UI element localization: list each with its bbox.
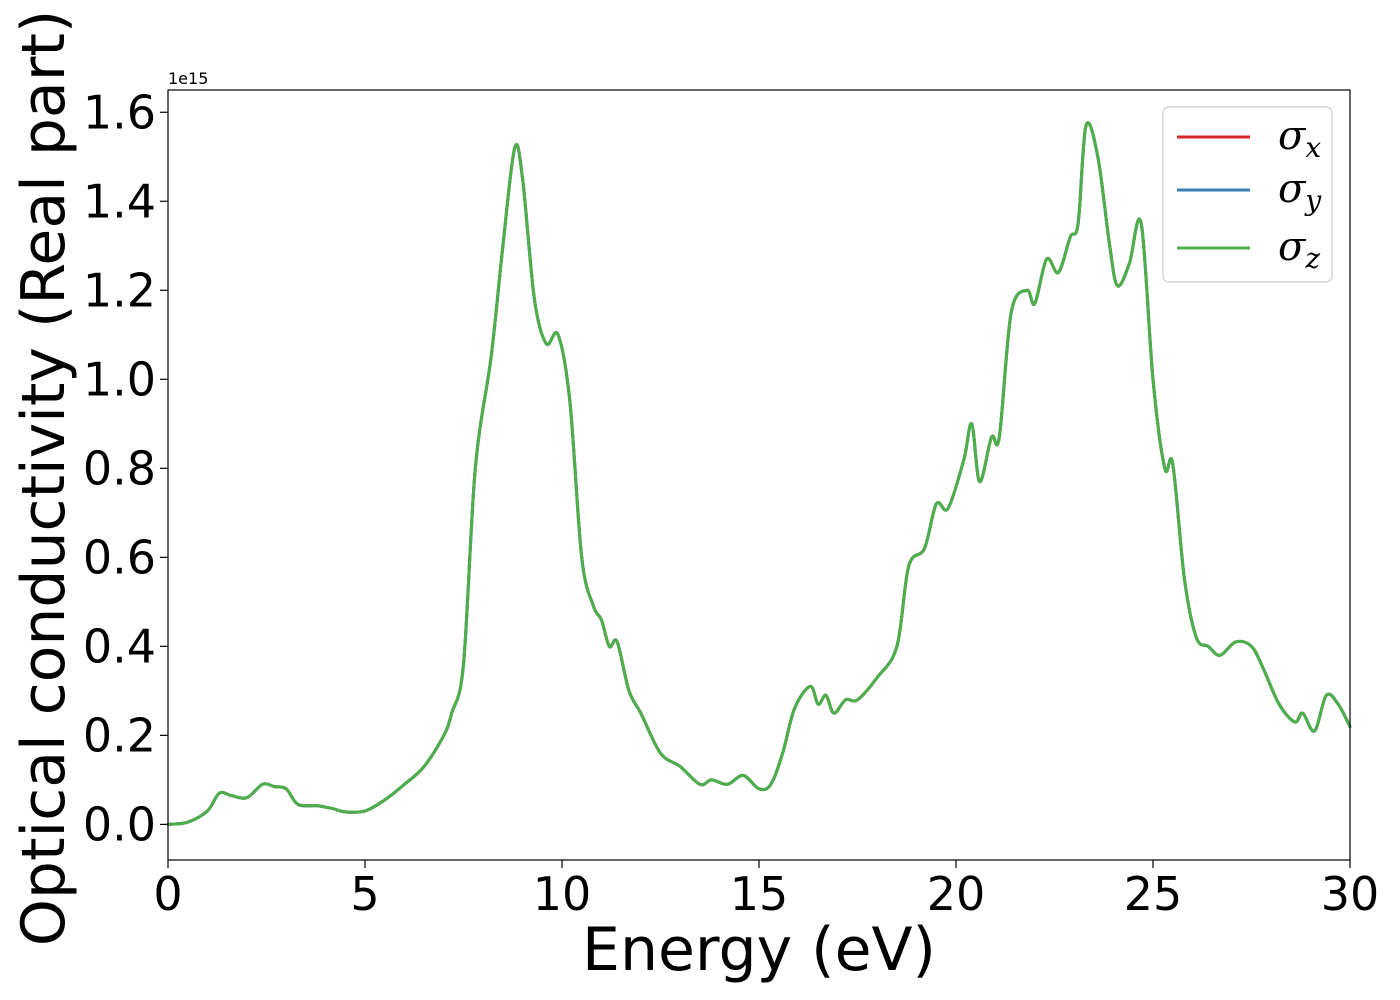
legend-subscript: x	[1305, 131, 1321, 164]
legend-symbol: σ	[1278, 166, 1307, 212]
x-tick-label: 5	[350, 867, 379, 921]
legend-label: σz	[1278, 224, 1320, 275]
y-tick-label: 0.8	[83, 441, 156, 495]
y-tick-label: 0.4	[83, 619, 156, 673]
sigma-z-line	[166, 121, 1352, 826]
y-tick-label: 1.6	[83, 85, 156, 139]
legend-label: σy	[1278, 166, 1322, 217]
legend-symbol: σ	[1278, 113, 1307, 159]
legend-symbol: σ	[1278, 224, 1307, 270]
legend-frame	[1162, 106, 1333, 283]
y-tick-label: 1.4	[83, 174, 156, 228]
legend-label: σx	[1278, 113, 1321, 164]
x-tick-label: 15	[730, 867, 789, 921]
y-tick-label: 0.0	[83, 797, 156, 851]
y-axis-title: Optical conductivity (Real part)	[9, 10, 79, 947]
legend-subscript: z	[1304, 242, 1320, 275]
legend-item-sigma-z: σz	[1177, 224, 1320, 275]
x-tick-label: 30	[1321, 867, 1380, 921]
plot-lines	[166, 121, 1352, 826]
y-tick-label: 1.2	[83, 263, 156, 317]
legend-subscript: y	[1303, 184, 1322, 217]
legend-item-sigma-x: σx	[1177, 113, 1321, 164]
x-tick-label: 20	[927, 867, 986, 921]
x-tick-label: 25	[1124, 867, 1183, 921]
x-axis-title: Energy (eV)	[582, 915, 936, 985]
x-tick-label: 0	[153, 867, 182, 921]
legend-item-sigma-y: σy	[1177, 166, 1322, 217]
y-tick-label: 0.2	[83, 708, 156, 762]
y-tick-label: 1.0	[83, 352, 156, 406]
y-offset-label: 1e15	[168, 69, 208, 88]
x-axis: 0 5 10 15 20 25 30	[153, 860, 1379, 921]
y-tick-label: 0.6	[83, 530, 156, 584]
x-tick-label: 10	[533, 867, 592, 921]
y-axis: 0.0 0.2 0.4 0.6 0.8 1.0 1.2 1.4 1.6	[83, 85, 168, 851]
